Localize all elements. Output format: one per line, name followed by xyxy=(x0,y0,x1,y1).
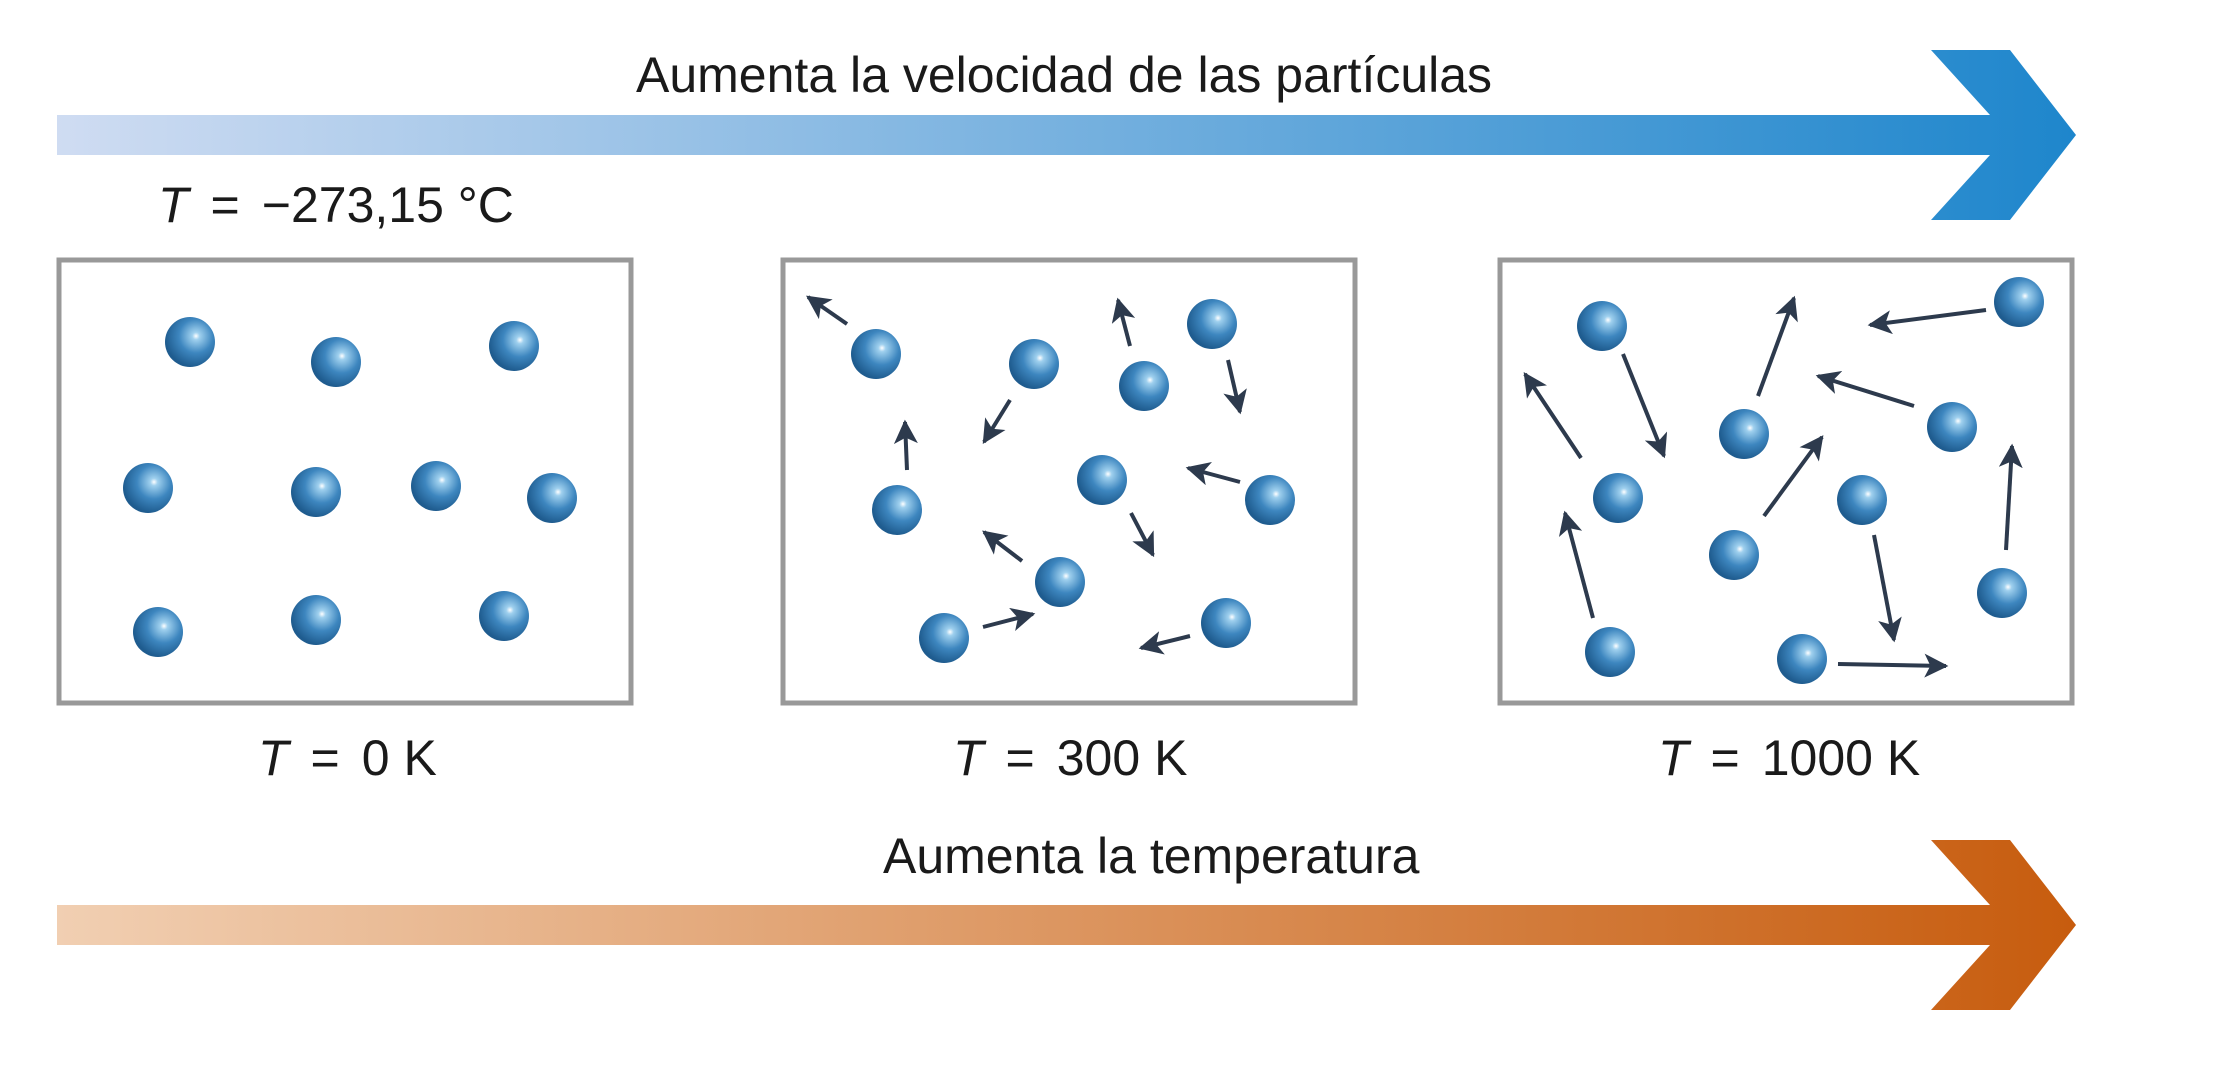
particle xyxy=(1709,530,1759,580)
particle xyxy=(1837,475,1887,525)
particle xyxy=(1035,557,1085,607)
particle xyxy=(1577,301,1627,351)
particle xyxy=(1719,409,1769,459)
temperature-symbol: T xyxy=(1658,730,1689,786)
velocity-arrow xyxy=(1129,512,1155,558)
velocity-arrow xyxy=(1621,353,1668,459)
velocity-arrow xyxy=(1762,435,1824,518)
bottom-arrow-label: Aumenta la temperatura xyxy=(883,828,1420,884)
equals-sign: = xyxy=(310,730,340,786)
particle xyxy=(1245,475,1295,525)
particle xyxy=(291,595,341,645)
panel-label-300k: T = 300 K xyxy=(953,733,1187,783)
particles xyxy=(123,277,2044,684)
particle xyxy=(291,467,341,517)
velocity-arrow xyxy=(1872,534,1902,643)
velocity-arrow xyxy=(1223,359,1247,415)
bottom-arrow xyxy=(57,840,2076,1010)
particle xyxy=(1201,598,1251,648)
panel-label-0k: T = 0 K xyxy=(258,733,437,783)
particle xyxy=(165,317,215,367)
temperature-value: 300 K xyxy=(1056,730,1188,786)
particle xyxy=(919,613,969,663)
temperature-value: −273,15 °C xyxy=(261,177,514,233)
top-gradient-arrow xyxy=(57,50,2076,220)
particle xyxy=(1585,627,1635,677)
particle xyxy=(1994,277,2044,327)
particle xyxy=(479,591,529,641)
velocity-arrow xyxy=(1837,653,1949,678)
particle xyxy=(123,463,173,513)
particle xyxy=(1927,402,1977,452)
celsius-label: T = −273,15 °C xyxy=(158,180,514,230)
velocity-arrows xyxy=(806,295,2023,678)
velocity-arrow xyxy=(1867,308,1987,335)
particle xyxy=(1077,455,1127,505)
particle xyxy=(1119,361,1169,411)
particle xyxy=(527,473,577,523)
top-arrow xyxy=(57,50,2076,220)
temperature-value: 1000 K xyxy=(1761,730,1921,786)
velocity-arrow xyxy=(1756,295,1798,397)
particle xyxy=(411,461,461,511)
velocity-arrow xyxy=(1138,631,1191,655)
temperature-symbol: T xyxy=(953,730,984,786)
particle xyxy=(1009,339,1059,389)
velocity-arrow xyxy=(1815,370,1915,408)
equals-sign: = xyxy=(210,177,240,233)
velocity-arrow xyxy=(1111,297,1136,347)
velocity-arrow xyxy=(1558,510,1595,619)
particle xyxy=(851,329,901,379)
velocity-arrow xyxy=(1523,372,1583,460)
velocity-arrow xyxy=(1185,462,1241,486)
particle xyxy=(1593,473,1643,523)
bottom-gradient-arrow xyxy=(57,840,2076,1010)
temperature-value: 0 K xyxy=(361,730,437,786)
temperature-symbol: T xyxy=(258,730,289,786)
particle xyxy=(1777,634,1827,684)
particle xyxy=(1977,568,2027,618)
temperature-symbol: T xyxy=(158,177,189,233)
velocity-arrow xyxy=(982,607,1036,632)
velocity-arrow xyxy=(806,295,849,326)
velocity-arrow xyxy=(982,530,1024,563)
particle xyxy=(1187,299,1237,349)
velocity-arrow xyxy=(982,398,1012,445)
panel-label-1000k: T = 1000 K xyxy=(1658,733,1920,783)
particle xyxy=(133,607,183,657)
equals-sign: = xyxy=(1710,730,1740,786)
top-arrow-label: Aumenta la velocidad de las partículas xyxy=(636,47,1493,103)
panel-1000k xyxy=(1497,257,2075,706)
particle xyxy=(872,485,922,535)
velocity-arrow xyxy=(1998,443,2023,551)
particle xyxy=(489,321,539,371)
equals-sign: = xyxy=(1005,730,1035,786)
velocity-arrow xyxy=(893,419,918,471)
particle xyxy=(311,337,361,387)
